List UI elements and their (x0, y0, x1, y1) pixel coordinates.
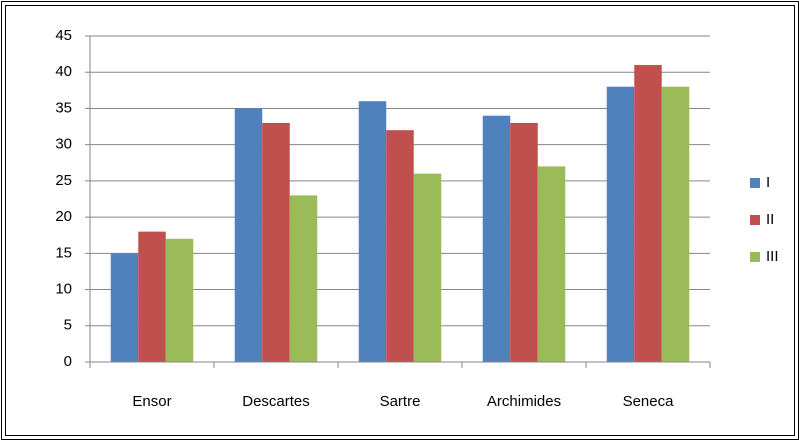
legend-swatch (750, 215, 760, 225)
legend-swatch (750, 252, 760, 262)
bar (510, 122, 538, 362)
y-tick-label: 35 (55, 99, 72, 116)
bar (634, 64, 662, 362)
bar (110, 253, 139, 362)
bar (138, 231, 166, 362)
bar (606, 86, 635, 362)
y-tick-label: 20 (55, 208, 72, 225)
x-tick-label: Descartes (242, 393, 310, 410)
bar (537, 166, 566, 362)
y-tick-label: 40 (55, 63, 72, 80)
x-tick-label: Archimides (487, 393, 561, 410)
legend-swatch (750, 178, 760, 188)
y-tick-label: 25 (55, 172, 72, 189)
y-tick-label: 30 (55, 136, 72, 153)
bar (262, 122, 290, 362)
legend-label: I (766, 174, 770, 191)
bar (165, 238, 194, 362)
legend-label: II (766, 211, 774, 228)
bar (234, 108, 263, 362)
y-tick-label: 15 (55, 244, 72, 261)
y-tick-label: 10 (55, 281, 72, 298)
y-tick-label: 0 (64, 353, 72, 370)
bar (289, 195, 318, 362)
bar (358, 101, 387, 362)
y-tick-label: 5 (64, 317, 72, 334)
bar (661, 86, 690, 362)
y-tick-label: 45 (55, 27, 72, 44)
x-tick-label: Seneca (623, 393, 675, 410)
inner-frame (5, 5, 795, 436)
x-tick-label: Sartre (380, 393, 421, 410)
legend-label: III (766, 248, 779, 265)
bar (413, 173, 442, 362)
bar (386, 130, 414, 362)
bar (482, 115, 511, 362)
x-tick-label: Ensor (132, 393, 171, 410)
